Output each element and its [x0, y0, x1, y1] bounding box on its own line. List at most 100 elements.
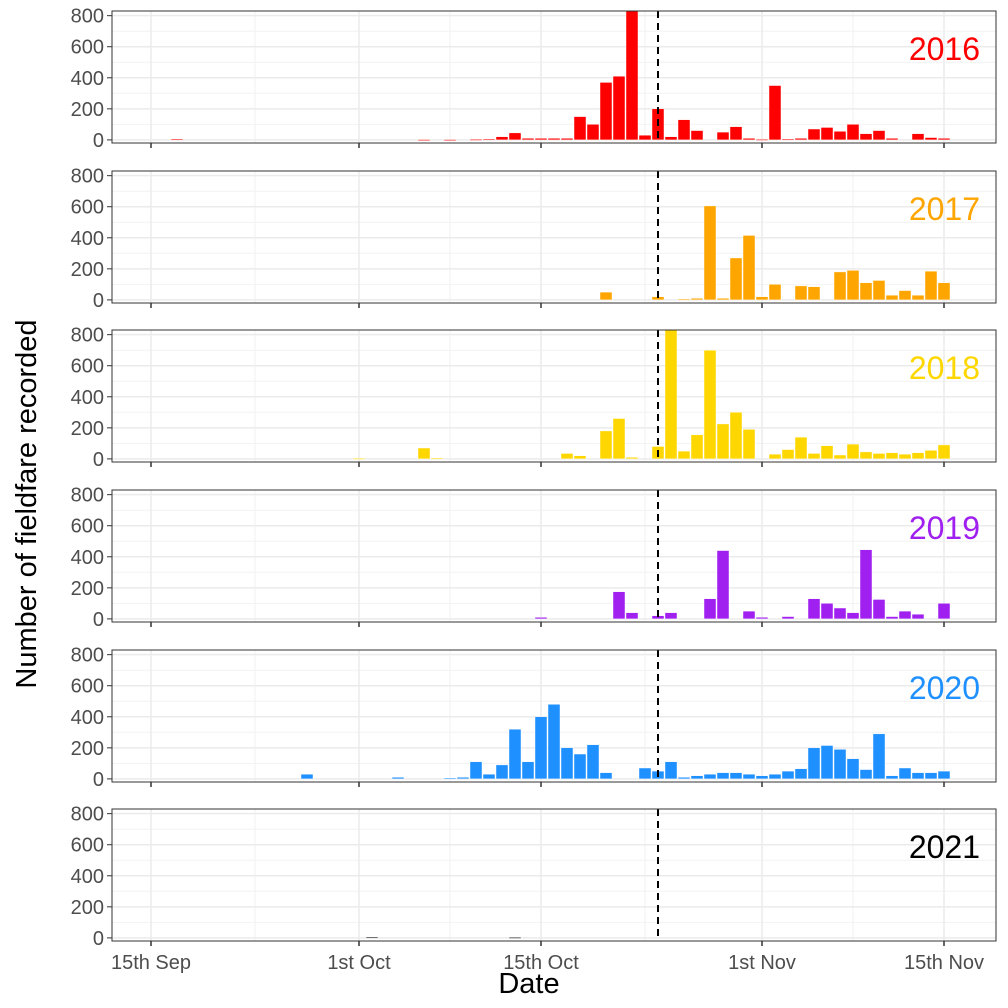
- bar: [872, 733, 886, 780]
- bar: [703, 205, 717, 301]
- bar: [690, 775, 704, 780]
- bar: [534, 617, 548, 620]
- y-tick-label: 0: [93, 290, 104, 312]
- x-tick-label: 1st Nov: [728, 952, 796, 974]
- bar: [521, 138, 535, 141]
- bar: [937, 770, 951, 780]
- bar: [599, 82, 613, 141]
- bar: [807, 598, 821, 620]
- bar: [573, 116, 587, 141]
- bar: [898, 610, 912, 620]
- bar: [443, 139, 457, 141]
- bar: [612, 76, 626, 141]
- bar: [417, 139, 431, 141]
- bar: [833, 271, 847, 301]
- panel-border: [111, 170, 997, 304]
- bar: [586, 744, 600, 780]
- bar: [625, 11, 639, 141]
- y-tick-label: 0: [93, 130, 104, 152]
- y-tick-label: 0: [93, 928, 104, 950]
- bars-2018: [352, 330, 951, 460]
- bar: [755, 296, 769, 301]
- bar: [677, 119, 691, 141]
- bar: [482, 138, 496, 141]
- bar: [664, 330, 678, 460]
- bar: [885, 616, 899, 620]
- bar: [820, 603, 834, 620]
- bar: [547, 704, 561, 780]
- bar: [677, 777, 691, 780]
- panel-background: [112, 330, 996, 462]
- bar: [768, 85, 782, 141]
- bar: [521, 761, 535, 780]
- bar: [716, 550, 730, 620]
- bar: [495, 764, 509, 780]
- bar: [768, 284, 782, 301]
- bar: [547, 138, 561, 141]
- panel-background: [112, 490, 996, 622]
- bar: [560, 747, 574, 780]
- panel-background: [112, 809, 996, 941]
- bar: [495, 136, 509, 141]
- bar: [534, 138, 548, 141]
- y-tick-label: 600: [71, 356, 104, 378]
- bar: [716, 298, 730, 301]
- bar: [599, 291, 613, 301]
- bar: [820, 445, 834, 460]
- y-tick-label: 800: [71, 485, 104, 507]
- series-label-2018: 2018: [909, 350, 980, 386]
- bar: [560, 138, 574, 141]
- bar: [846, 612, 860, 620]
- y-tick-label: 200: [71, 99, 104, 121]
- bar: [768, 454, 782, 460]
- bar: [807, 747, 821, 780]
- bar: [456, 777, 470, 780]
- bar: [898, 290, 912, 301]
- bar: [729, 772, 743, 780]
- panel-border: [111, 808, 997, 942]
- bar: [612, 418, 626, 460]
- bar: [742, 429, 756, 460]
- bar: [820, 127, 834, 141]
- y-tick-label: 600: [71, 197, 104, 219]
- bar: [703, 598, 717, 620]
- bar: [872, 280, 886, 301]
- bar: [573, 753, 587, 780]
- bar: [885, 138, 899, 141]
- y-tick-label: 800: [71, 166, 104, 188]
- y-tick-label: 200: [71, 418, 104, 440]
- bar: [807, 453, 821, 460]
- bar: [911, 133, 925, 141]
- bar: [625, 457, 639, 460]
- bar: [911, 452, 925, 460]
- bar: [599, 430, 613, 460]
- bar: [807, 286, 821, 301]
- bar: [911, 772, 925, 780]
- bars-2021: [365, 936, 522, 939]
- series-label-2019: 2019: [909, 510, 980, 546]
- bar: [742, 138, 756, 141]
- bar: [482, 774, 496, 780]
- x-tick-label: 15th Oct: [503, 952, 579, 974]
- y-tick-label: 400: [71, 707, 104, 729]
- bar: [352, 458, 366, 460]
- bar: [859, 282, 873, 301]
- bar: [924, 137, 938, 141]
- bar: [833, 749, 847, 780]
- y-tick-label: 0: [93, 609, 104, 631]
- bar: [573, 455, 587, 460]
- bar: [937, 603, 951, 620]
- series-label-2020: 2020: [909, 670, 980, 706]
- y-tick-label: 600: [71, 37, 104, 59]
- bar: [898, 454, 912, 460]
- bar: [638, 135, 652, 141]
- bar: [469, 761, 483, 780]
- bar: [664, 136, 678, 141]
- y-tick-label: 600: [71, 516, 104, 538]
- x-tick-label: 15th Nov: [904, 952, 984, 974]
- bar: [742, 774, 756, 780]
- bar: [898, 767, 912, 780]
- bar: [794, 285, 808, 301]
- bar: [716, 423, 730, 460]
